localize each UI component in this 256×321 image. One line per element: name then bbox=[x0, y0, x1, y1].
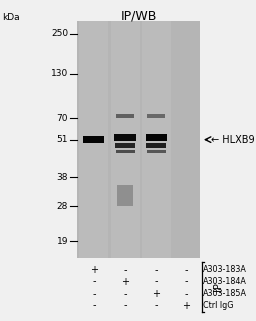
Text: -: - bbox=[92, 276, 95, 287]
Bar bbox=[114, 134, 136, 141]
Text: +: + bbox=[152, 289, 160, 299]
Text: -: - bbox=[155, 276, 158, 287]
Bar bbox=[142, 21, 171, 258]
Text: 19: 19 bbox=[57, 237, 68, 246]
Text: 38: 38 bbox=[57, 173, 68, 182]
Text: -: - bbox=[185, 265, 188, 275]
Text: -: - bbox=[92, 300, 95, 311]
Text: 250: 250 bbox=[51, 29, 68, 38]
Text: -: - bbox=[123, 300, 127, 311]
Text: -: - bbox=[185, 289, 188, 299]
Bar bbox=[111, 21, 140, 258]
Text: -: - bbox=[123, 265, 127, 275]
Text: ← HLXB9: ← HLXB9 bbox=[211, 134, 255, 145]
Text: 70: 70 bbox=[57, 114, 68, 123]
Text: +: + bbox=[121, 276, 129, 287]
Bar bbox=[83, 136, 104, 143]
Text: IP/WB: IP/WB bbox=[120, 10, 157, 22]
Bar bbox=[77, 21, 200, 258]
Bar bbox=[147, 150, 166, 153]
Text: -: - bbox=[92, 289, 95, 299]
Text: A303-183A: A303-183A bbox=[203, 265, 247, 274]
Bar bbox=[146, 134, 167, 141]
Text: Ctrl IgG: Ctrl IgG bbox=[203, 301, 234, 310]
Text: +: + bbox=[183, 300, 190, 311]
Text: +: + bbox=[90, 265, 98, 275]
Text: IP: IP bbox=[213, 282, 223, 291]
Text: kDa: kDa bbox=[2, 13, 20, 22]
Text: A303-185A: A303-185A bbox=[203, 289, 247, 298]
Bar bbox=[116, 114, 134, 118]
Bar bbox=[79, 21, 108, 258]
Bar bbox=[147, 114, 165, 118]
Bar bbox=[115, 143, 135, 148]
Text: 28: 28 bbox=[57, 202, 68, 211]
Bar bbox=[115, 150, 135, 153]
Text: -: - bbox=[155, 265, 158, 275]
Bar bbox=[117, 186, 133, 206]
Bar bbox=[146, 143, 166, 148]
Text: 51: 51 bbox=[57, 135, 68, 144]
Text: 130: 130 bbox=[51, 69, 68, 78]
Text: -: - bbox=[155, 300, 158, 311]
Text: -: - bbox=[123, 289, 127, 299]
Text: -: - bbox=[185, 276, 188, 287]
Text: A303-184A: A303-184A bbox=[203, 277, 247, 286]
